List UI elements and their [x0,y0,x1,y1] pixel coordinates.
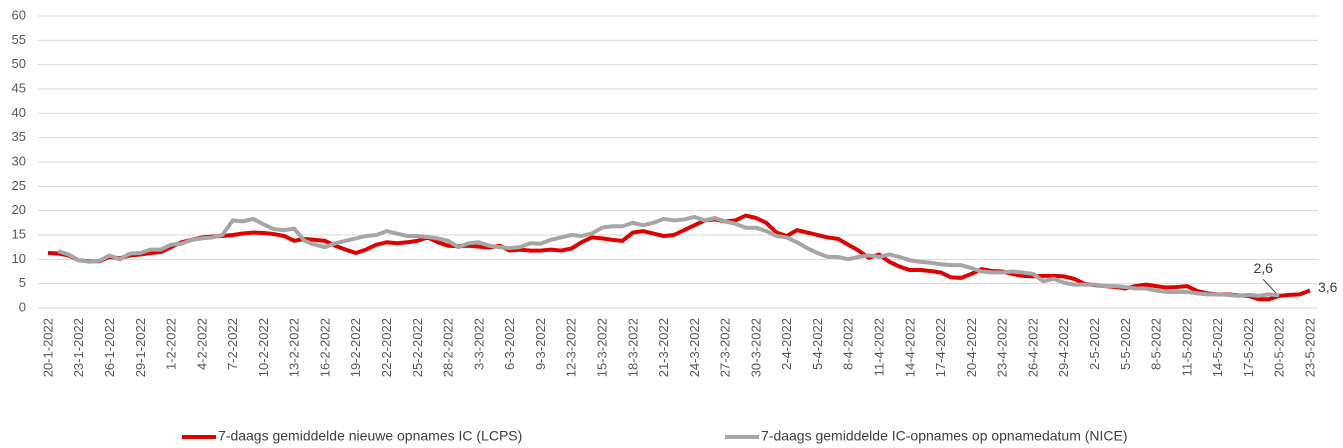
y-tick-label: 5 [19,275,26,290]
x-tick-label: 3-3-2022 [471,318,486,370]
x-tick-label: 11-5-2022 [1179,318,1194,376]
x-tick-label: 29-1-2022 [133,318,148,377]
x-tick-label: 20-4-2022 [964,318,979,377]
y-tick-label: 50 [12,56,26,71]
y-tick-label: 60 [12,7,26,22]
x-tick-label: 24-3-2022 [687,318,702,377]
x-tick-label: 6-3-2022 [502,318,517,370]
legend-item: 7-daags gemiddelde IC-opnames op opnamed… [725,428,1128,444]
x-tick-label: 15-3-2022 [594,318,609,377]
x-tick-label: 20-1-2022 [40,318,55,377]
x-tick-label: 19-2-2022 [348,318,363,377]
data-label: 2,6 [1253,260,1273,276]
x-tick-label: 9-3-2022 [533,318,548,370]
x-tick-label: 29-4-2022 [1056,318,1071,377]
x-tick-label: 5-4-2022 [810,318,825,370]
x-tick-label: 26-1-2022 [102,318,117,377]
leader-line [1262,279,1277,294]
y-tick-label: 55 [12,32,26,47]
legend-item: 7-daags gemiddelde nieuwe opnames IC (LC… [182,428,522,444]
x-tick-label: 8-5-2022 [1149,318,1164,370]
data-label: 3,6 [1318,279,1338,295]
y-tick-label: 30 [12,153,26,168]
x-tick-label: 27-3-2022 [718,318,733,377]
x-tick-label: 25-2-2022 [410,318,425,377]
x-tick-label: 12-3-2022 [564,318,579,377]
x-tick-label: 14-4-2022 [902,318,917,377]
legend-label: 7-daags gemiddelde IC-opnames op opnamed… [761,428,1128,444]
x-tick-label: 10-2-2022 [256,318,271,377]
x-tick-label: 11-4-2022 [872,318,887,376]
x-tick-label: 7-2-2022 [225,318,240,370]
y-tick-label: 25 [12,178,26,193]
x-tick-label: 2-4-2022 [779,318,794,370]
x-tick-label: 23-1-2022 [71,318,86,377]
x-tick-label: 28-2-2022 [441,318,456,377]
x-tick-label: 13-2-2022 [287,318,302,377]
y-tick-label: 45 [12,80,26,95]
x-tick-label: 2-5-2022 [1087,318,1102,370]
x-tick-label: 17-5-2022 [1241,318,1256,377]
legend-label: 7-daags gemiddelde nieuwe opnames IC (LC… [218,428,522,444]
y-tick-label: 15 [12,226,26,241]
y-tick-label: 40 [12,105,26,120]
y-tick-label: 20 [12,202,26,217]
x-tick-label: 4-2-2022 [194,318,209,370]
x-tick-label: 30-3-2022 [748,318,763,377]
y-tick-label: 0 [19,299,26,314]
y-tick-label: 35 [12,129,26,144]
x-tick-label: 20-5-2022 [1272,318,1287,377]
x-tick-label: 5-5-2022 [1118,318,1133,370]
x-tick-label: 26-4-2022 [1025,318,1040,377]
y-tick-label: 10 [12,251,26,266]
x-tick-label: 14-5-2022 [1210,318,1225,377]
x-tick-label: 17-4-2022 [933,318,948,377]
x-tick-label: 1-2-2022 [164,318,179,370]
x-tick-label: 16-2-2022 [317,318,332,377]
x-tick-label: 18-3-2022 [625,318,640,377]
x-tick-label: 23-5-2022 [1302,318,1317,377]
x-tick-label: 22-2-2022 [379,318,394,377]
x-tick-label: 23-4-2022 [995,318,1010,377]
series-line [57,214,1280,298]
x-tick-label: 21-3-2022 [656,318,671,377]
x-tick-label: 8-4-2022 [841,318,856,370]
